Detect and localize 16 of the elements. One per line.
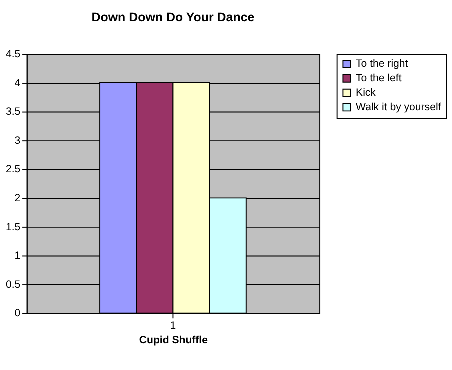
chart-title: Down Down Do Your Dance bbox=[92, 10, 255, 25]
y-tick-label: 4.5 bbox=[6, 48, 21, 61]
y-tick-label: 3.5 bbox=[6, 106, 21, 118]
y-tick-label: 2 bbox=[14, 192, 21, 205]
legend-label: To the right bbox=[356, 58, 408, 70]
y-tick-label: 2.5 bbox=[6, 164, 21, 176]
y-tick-label: 1.5 bbox=[6, 221, 21, 234]
legend-label: Kick bbox=[356, 86, 377, 99]
y-tick-label: 3 bbox=[14, 134, 21, 147]
legend-label: To the left bbox=[356, 72, 402, 85]
legend-label: Walk it by yourself bbox=[356, 101, 442, 114]
y-tick-label: 1 bbox=[14, 250, 21, 262]
x-axis-title: Cupid Shuffle bbox=[139, 334, 208, 347]
y-tick-label: 4 bbox=[14, 77, 21, 90]
y-tick-label: 0.5 bbox=[6, 278, 21, 291]
y-tick-label: 0 bbox=[14, 308, 21, 320]
